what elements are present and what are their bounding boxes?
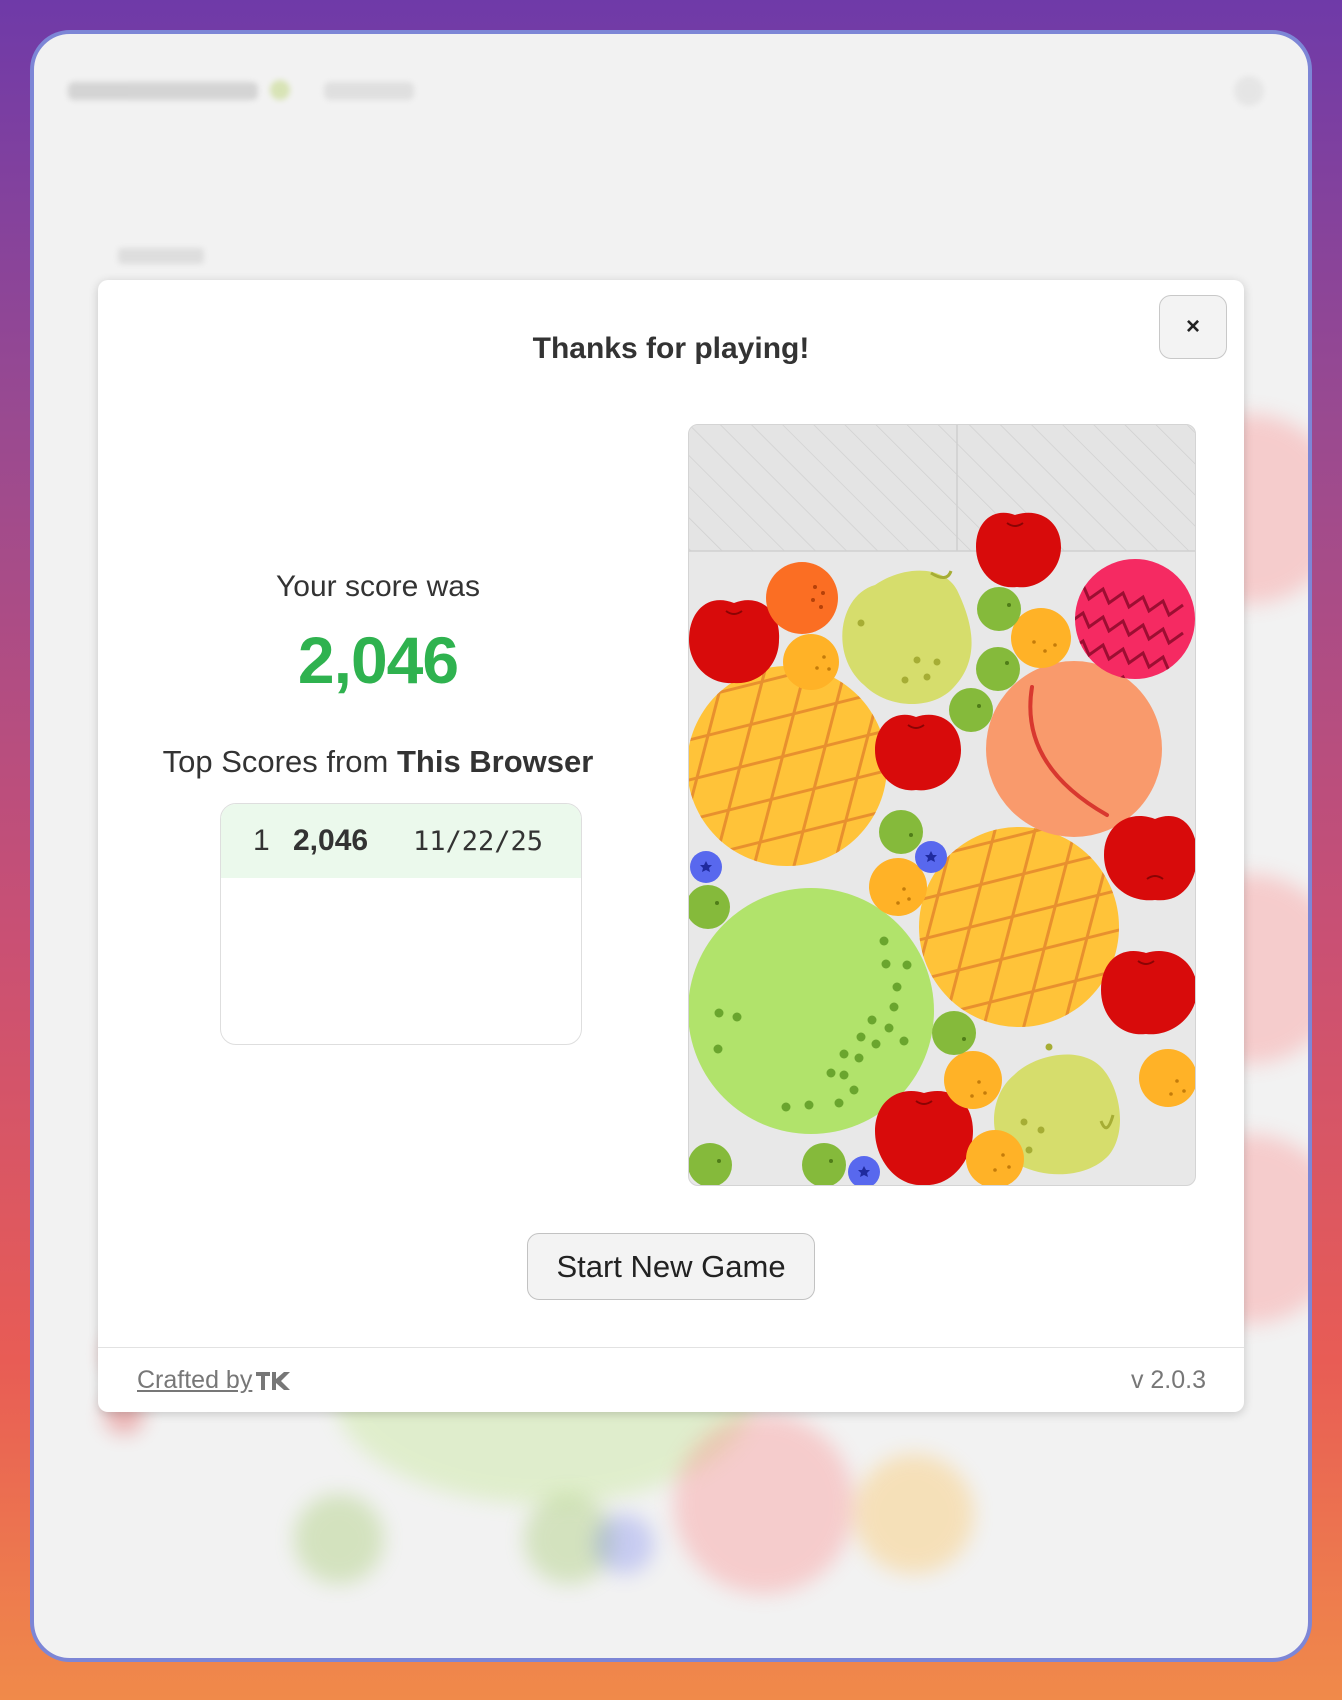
- pear-fruit: [842, 570, 972, 705]
- blueberry-fruit: [690, 851, 722, 883]
- blueberry-fruit: [848, 1156, 880, 1185]
- score-date: 11/22/25: [413, 825, 544, 857]
- crafted-by-text: Crafted by: [137, 1366, 253, 1394]
- top-scores-heading: Top Scores from This Browser: [158, 744, 598, 780]
- apple-fruit: [1104, 816, 1195, 901]
- grape-fruit: [932, 1011, 976, 1055]
- grape-fruit: [949, 688, 993, 732]
- blurred-tab: [324, 82, 414, 100]
- grape-fruit: [976, 647, 1020, 691]
- blurred-logo: [68, 82, 258, 100]
- lemon-fruit: [783, 634, 839, 690]
- blurred-fruit: [594, 1514, 654, 1574]
- blurred-fruit: [854, 1454, 974, 1574]
- dragonfruit-fruit: [1075, 559, 1195, 679]
- grape-fruit: [802, 1143, 846, 1185]
- score-label: Your score was: [276, 570, 480, 603]
- board-canvas: [689, 425, 1195, 1185]
- crafted-by-link[interactable]: Crafted by: [137, 1366, 294, 1395]
- blurred-header: [68, 72, 1274, 112]
- apple-fruit: [875, 714, 961, 791]
- melon-fruit: [689, 888, 934, 1134]
- blurred-label: [118, 248, 204, 264]
- apple-fruit: [1101, 950, 1195, 1035]
- score-rank: 1: [253, 824, 270, 857]
- blurred-fruit: [294, 1494, 384, 1584]
- grape-fruit: [879, 810, 923, 854]
- top-scores-list: 1 2,046 11/22/25: [220, 803, 582, 1045]
- start-new-game-button[interactable]: Start New Game: [527, 1233, 815, 1300]
- apple-fruit: [875, 1091, 973, 1185]
- grape-fruit: [689, 885, 730, 929]
- blurred-fruit: [524, 1494, 614, 1584]
- final-board-snapshot: [688, 424, 1196, 1186]
- dialog-title: Thanks for playing!: [532, 332, 810, 365]
- danger-zone-hatch: [689, 425, 1195, 551]
- blurred-fruit: [674, 1414, 854, 1594]
- close-button[interactable]: ×: [1159, 295, 1227, 359]
- lemon-fruit: [1011, 608, 1071, 668]
- top-scores-emphasis: This Browser: [396, 744, 594, 779]
- lemon-fruit: [944, 1051, 1002, 1109]
- tk-logo-icon: [256, 1371, 291, 1390]
- lemon-fruit: [869, 858, 927, 916]
- blurred-gear-icon: [1234, 76, 1264, 106]
- grape-fruit: [689, 1143, 732, 1185]
- lemon-fruit: [966, 1130, 1024, 1185]
- grape-fruit: [977, 587, 1021, 631]
- apple-fruit: [689, 600, 780, 684]
- score-points: 2,046: [293, 824, 369, 857]
- version-label: v 2.0.3: [1130, 1366, 1206, 1394]
- apple-fruit: [976, 512, 1061, 588]
- footer-divider: [98, 1347, 1244, 1348]
- blurred-logo-icon: [270, 80, 290, 100]
- game-over-dialog: × Thanks for playing! Your score was 2,0…: [98, 280, 1244, 1412]
- score-row: 1 2,046 11/22/25: [221, 804, 581, 878]
- lemon-fruit: [1139, 1049, 1195, 1107]
- peach-fruit: [986, 661, 1162, 837]
- top-scores-prefix: Top Scores from: [162, 744, 397, 779]
- final-score: 2,046: [297, 623, 459, 697]
- blueberry-fruit: [915, 841, 947, 873]
- orange-fruit: [766, 562, 838, 634]
